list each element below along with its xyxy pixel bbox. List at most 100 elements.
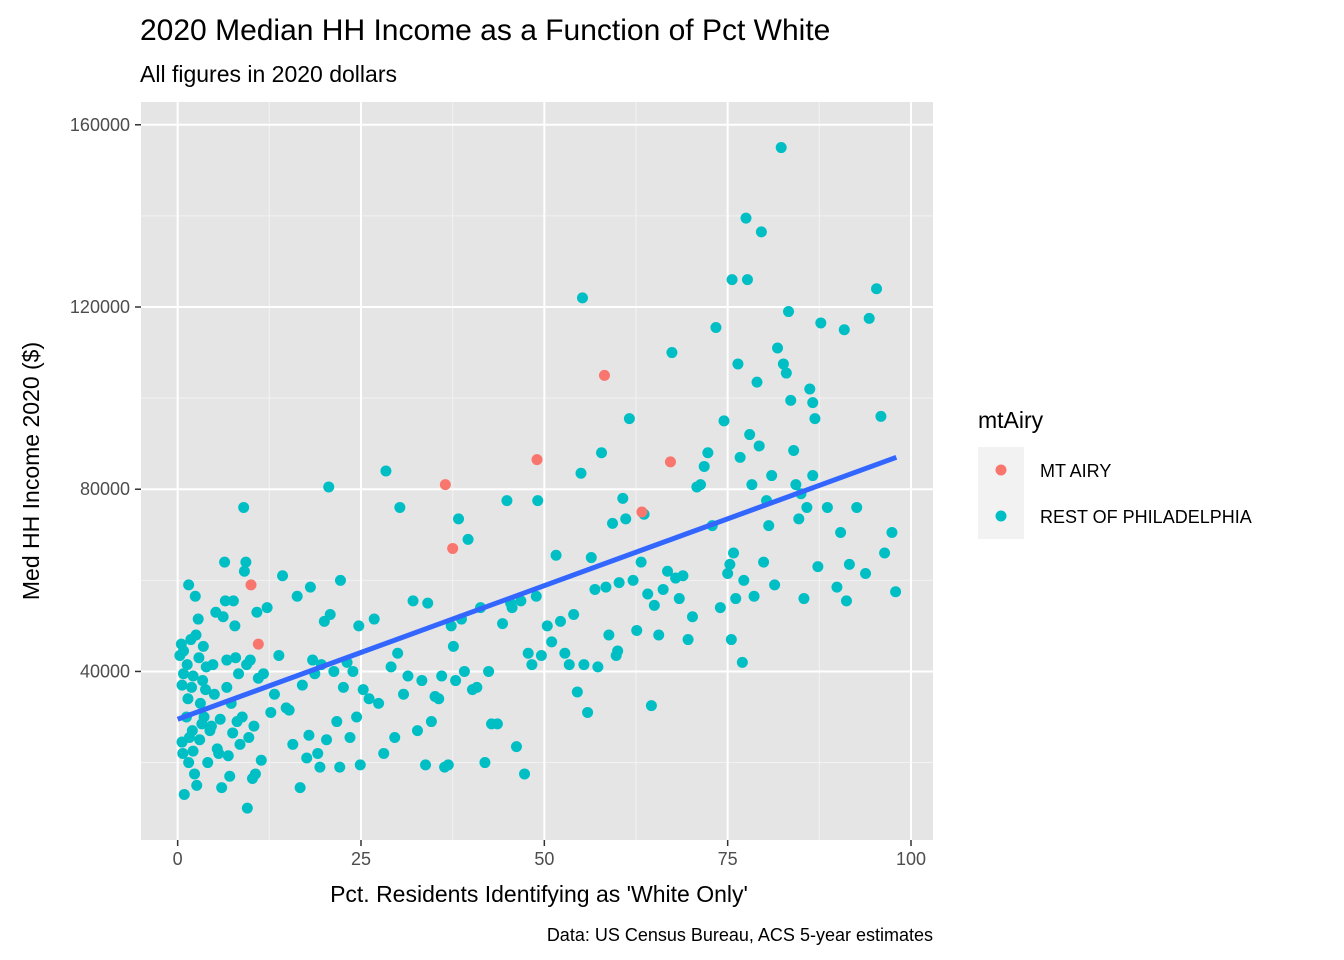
point-rest-of-philadelphia: [334, 761, 346, 773]
point-rest-of-philadelphia: [612, 645, 624, 657]
point-rest-of-philadelphia: [673, 593, 685, 605]
point-rest-of-philadelphia: [205, 720, 217, 732]
point-rest-of-philadelphia: [234, 738, 246, 750]
point-rest-of-philadelphia: [585, 552, 597, 564]
point-rest-of-philadelphia: [392, 647, 404, 659]
point-rest-of-philadelphia: [535, 650, 547, 661]
point-rest-of-philadelphia: [291, 590, 303, 602]
point-mt-airy: [636, 506, 648, 518]
legend: mtAiry MT AIRY REST OF PHILADELPHIA: [978, 407, 1252, 539]
point-rest-of-philadelphia: [213, 747, 225, 759]
point-rest-of-philadelphia: [301, 752, 313, 764]
point-rest-of-philadelphia: [600, 581, 612, 593]
point-rest-of-philadelphia: [191, 779, 203, 791]
point-rest-of-philadelphia: [627, 574, 639, 586]
point-rest-of-philadelphia: [187, 670, 199, 682]
point-rest-of-philadelphia: [222, 750, 234, 762]
point-rest-of-philadelphia: [801, 501, 813, 513]
point-rest-of-philadelphia: [617, 492, 629, 504]
point-rest-of-philadelphia: [257, 668, 269, 680]
y-tick-label: 80000: [80, 479, 130, 499]
point-rest-of-philadelphia: [483, 665, 495, 677]
point-rest-of-philadelphia: [648, 599, 660, 611]
point-rest-of-philadelphia: [725, 634, 737, 646]
point-rest-of-philadelphia: [422, 597, 434, 609]
point-rest-of-philadelphia: [838, 324, 850, 336]
x-tick-label: 25: [351, 849, 371, 869]
point-rest-of-philadelphia: [471, 681, 483, 693]
point-rest-of-philadelphia: [351, 711, 363, 723]
point-rest-of-philadelphia: [863, 312, 875, 324]
point-rest-of-philadelphia: [314, 761, 326, 773]
x-tick-label: 75: [718, 849, 738, 869]
point-rest-of-philadelphia: [732, 358, 744, 370]
point-rest-of-philadelphia: [337, 681, 349, 693]
trend-line: [176, 454, 898, 722]
point-rest-of-philadelphia: [331, 716, 343, 728]
point-rest-of-philadelphia: [575, 467, 587, 479]
point-rest-of-philadelphia: [746, 479, 758, 491]
point-rest-of-philadelphia: [804, 383, 816, 395]
point-rest-of-philadelphia: [702, 447, 714, 459]
point-rest-of-philadelphia: [578, 659, 590, 671]
point-rest-of-philadelphia: [229, 620, 241, 632]
point-rest-of-philadelphia: [886, 527, 898, 538]
point-rest-of-philadelphia: [197, 675, 209, 687]
point-rest-of-philadelphia: [436, 670, 448, 682]
point-rest-of-philadelphia: [200, 684, 212, 696]
point-rest-of-philadelphia: [189, 768, 201, 780]
point-rest-of-philadelphia: [265, 706, 277, 718]
point-rest-of-philadelphia: [785, 394, 797, 406]
point-rest-of-philadelphia: [821, 501, 833, 513]
point-rest-of-philadelphia: [380, 465, 392, 477]
point-rest-of-philadelphia: [192, 613, 204, 625]
point-rest-of-philadelphia: [559, 647, 571, 659]
point-rest-of-philadelphia: [763, 520, 775, 532]
point-rest-of-philadelphia: [753, 440, 765, 452]
point-rest-of-philadelphia: [227, 595, 239, 607]
point-rest-of-philadelphia: [571, 686, 583, 698]
point-rest-of-philadelphia: [385, 661, 397, 673]
point-rest-of-philadelphia: [411, 725, 423, 737]
point-rest-of-philadelphia: [809, 413, 821, 425]
point-rest-of-philadelphia: [453, 513, 465, 525]
point-rest-of-philadelphia: [357, 684, 369, 696]
point-rest-of-philadelphia: [831, 581, 843, 593]
point-rest-of-philadelphia: [190, 629, 202, 641]
point-rest-of-philadelphia: [186, 681, 198, 693]
point-rest-of-philadelphia: [807, 397, 819, 409]
point-rest-of-philadelphia: [623, 413, 635, 425]
point-rest-of-philadelphia: [751, 376, 763, 388]
point-rest-of-philadelphia: [450, 675, 462, 687]
point-rest-of-philadelphia: [181, 659, 193, 671]
point-rest-of-philadelphia: [233, 668, 245, 680]
point-rest-of-philadelphia: [198, 711, 210, 723]
point-rest-of-philadelphia: [860, 568, 872, 579]
y-axis-ticks: 40000 80000 120000 160000: [70, 115, 141, 681]
point-rest-of-philadelphia: [307, 654, 319, 666]
point-rest-of-philadelphia: [871, 283, 883, 295]
point-rest-of-philadelphia: [183, 757, 195, 769]
point-rest-of-philadelphia: [312, 747, 324, 759]
point-rest-of-philadelphia: [582, 706, 594, 718]
point-rest-of-philadelphia: [194, 697, 206, 709]
point-rest-of-philadelphia: [777, 358, 789, 370]
point-rest-of-philadelphia: [214, 713, 226, 725]
point-rest-of-philadelphia: [178, 788, 190, 800]
point-rest-of-philadelphia: [458, 665, 470, 677]
point-rest-of-philadelphia: [714, 602, 726, 614]
point-rest-of-philadelphia: [657, 583, 669, 595]
point-rest-of-philadelphia: [407, 595, 419, 607]
grid-minor: [141, 102, 933, 840]
point-rest-of-philadelphia: [730, 593, 742, 605]
point-mt-airy: [664, 456, 676, 468]
point-rest-of-philadelphia: [530, 590, 542, 602]
point-rest-of-philadelphia: [194, 734, 206, 746]
point-rest-of-philadelphia: [304, 581, 316, 593]
point-rest-of-philadelphia: [775, 142, 787, 154]
point-rest-of-philadelphia: [843, 558, 855, 570]
x-axis-label: Pct. Residents Identifying as 'White Onl…: [330, 881, 748, 907]
point-rest-of-philadelphia: [420, 759, 432, 771]
point-rest-of-philadelphia: [740, 212, 752, 224]
point-rest-of-philadelphia: [238, 501, 250, 513]
